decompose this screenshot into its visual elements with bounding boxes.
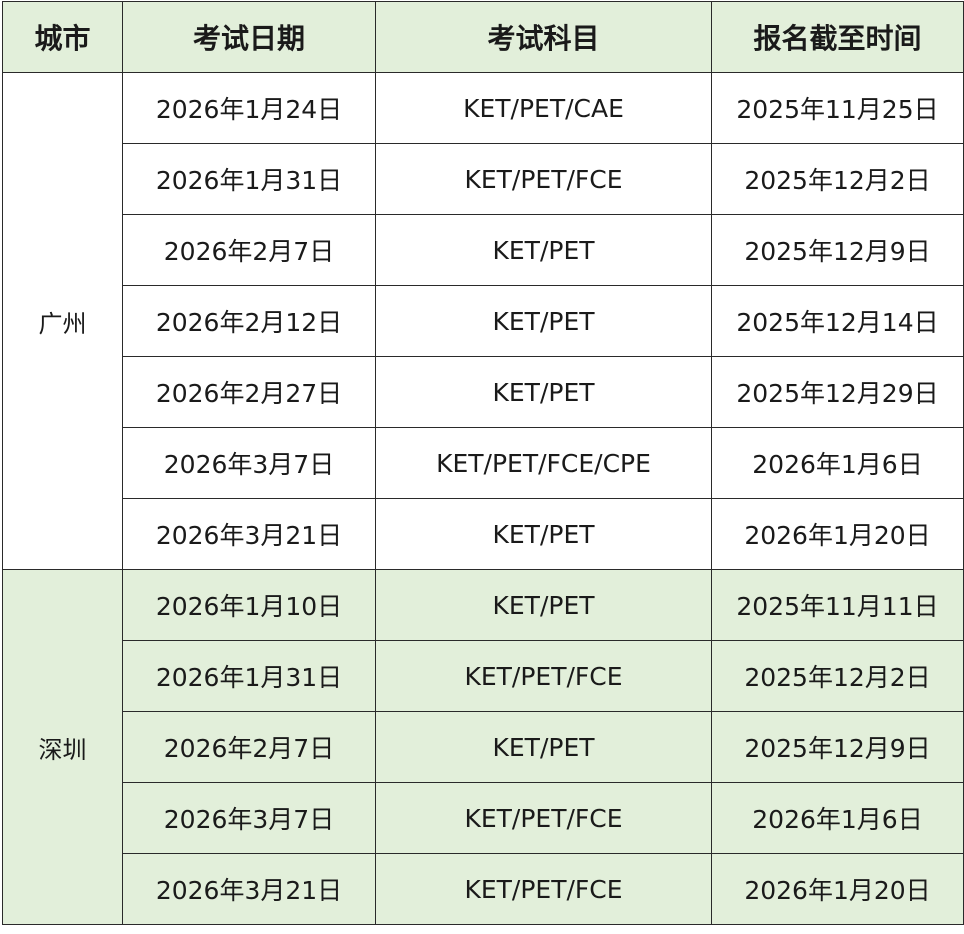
exam-date-cell: 2026年1月10日 xyxy=(122,569,376,641)
exam-subject-cell: KET/PET xyxy=(375,711,712,783)
city-cell: 深圳 xyxy=(2,569,123,925)
deadline-cell: 2025年12月9日 xyxy=(711,214,964,286)
table-row: 2026年3月21日 KET/PET/FCE 2026年1月20日 xyxy=(3,853,964,925)
exam-subject-cell: KET/PET xyxy=(375,214,712,286)
exam-date-cell: 2026年1月24日 xyxy=(122,72,376,144)
exam-subject-cell: KET/PET xyxy=(375,356,712,428)
table-row: 深圳 2026年1月10日 KET/PET 2025年11月11日 xyxy=(2,569,964,925)
table-row: 2026年2月7日 KET/PET 2025年12月9日 xyxy=(3,214,964,286)
deadline-cell: 2025年12月9日 xyxy=(711,711,964,783)
exam-date-cell: 2026年1月31日 xyxy=(122,640,376,712)
deadline-cell: 2026年1月20日 xyxy=(711,498,964,570)
deadline-cell: 2025年11月11日 xyxy=(711,569,964,641)
exam-date-cell: 2026年3月21日 xyxy=(122,498,376,570)
header-city: 城市 xyxy=(2,1,123,73)
header-exam-date: 考试日期 xyxy=(122,1,376,73)
exam-subject-cell: KET/PET xyxy=(375,569,712,641)
table-row: 2026年2月12日 KET/PET 2025年12月14日 xyxy=(3,285,964,357)
table-row: 2026年1月31日 KET/PET/FCE 2025年12月2日 xyxy=(3,640,964,712)
exam-subject-cell: KET/PET/CAE xyxy=(375,72,712,144)
table-row: 2026年1月31日 KET/PET/FCE 2025年12月2日 xyxy=(3,143,964,215)
table-row: 2026年3月21日 KET/PET 2026年1月20日 xyxy=(3,498,964,570)
exam-subject-cell: KET/PET/FCE/CPE xyxy=(375,427,712,499)
exam-date-cell: 2026年3月21日 xyxy=(122,853,376,925)
exam-subject-cell: KET/PET/FCE xyxy=(375,853,712,925)
table-row: 2026年2月7日 KET/PET 2025年12月9日 xyxy=(3,711,964,783)
deadline-cell: 2025年11月25日 xyxy=(711,72,964,144)
exam-date-cell: 2026年2月7日 xyxy=(122,711,376,783)
exam-date-cell: 2026年3月7日 xyxy=(122,427,376,499)
exam-date-cell: 2026年2月12日 xyxy=(122,285,376,357)
header-exam-subject: 考试科目 xyxy=(375,1,712,73)
deadline-cell: 2026年1月20日 xyxy=(711,853,964,925)
exam-date-cell: 2026年2月7日 xyxy=(122,214,376,286)
deadline-cell: 2025年12月29日 xyxy=(711,356,964,428)
exam-subject-cell: KET/PET xyxy=(375,498,712,570)
deadline-cell: 2026年1月6日 xyxy=(711,427,964,499)
exam-date-cell: 2026年1月31日 xyxy=(122,143,376,215)
deadline-cell: 2025年12月2日 xyxy=(711,640,964,712)
exam-subject-cell: KET/PET/FCE xyxy=(375,143,712,215)
table-row: 广州 2026年1月24日 KET/PET/CAE 2025年11月25日 xyxy=(2,72,964,570)
exam-subject-cell: KET/PET/FCE xyxy=(375,782,712,854)
deadline-cell: 2025年12月14日 xyxy=(711,285,964,357)
exam-subject-cell: KET/PET xyxy=(375,285,712,357)
header-registration-deadline: 报名截至时间 xyxy=(711,1,964,73)
table-row: 2026年3月7日 KET/PET/FCE/CPE 2026年1月6日 xyxy=(3,427,964,499)
deadline-cell: 2025年12月2日 xyxy=(711,143,964,215)
header-row: 城市 考试日期 考试科目 报名截至时间 xyxy=(2,1,964,73)
exam-date-cell: 2026年3月7日 xyxy=(122,782,376,854)
deadline-cell: 2026年1月6日 xyxy=(711,782,964,854)
city-cell: 广州 xyxy=(2,72,123,570)
exam-subject-cell: KET/PET/FCE xyxy=(375,640,712,712)
exam-date-cell: 2026年2月27日 xyxy=(122,356,376,428)
table-row: 2026年2月27日 KET/PET 2025年12月29日 xyxy=(3,356,964,428)
table-row: 2026年3月7日 KET/PET/FCE 2026年1月6日 xyxy=(3,782,964,854)
